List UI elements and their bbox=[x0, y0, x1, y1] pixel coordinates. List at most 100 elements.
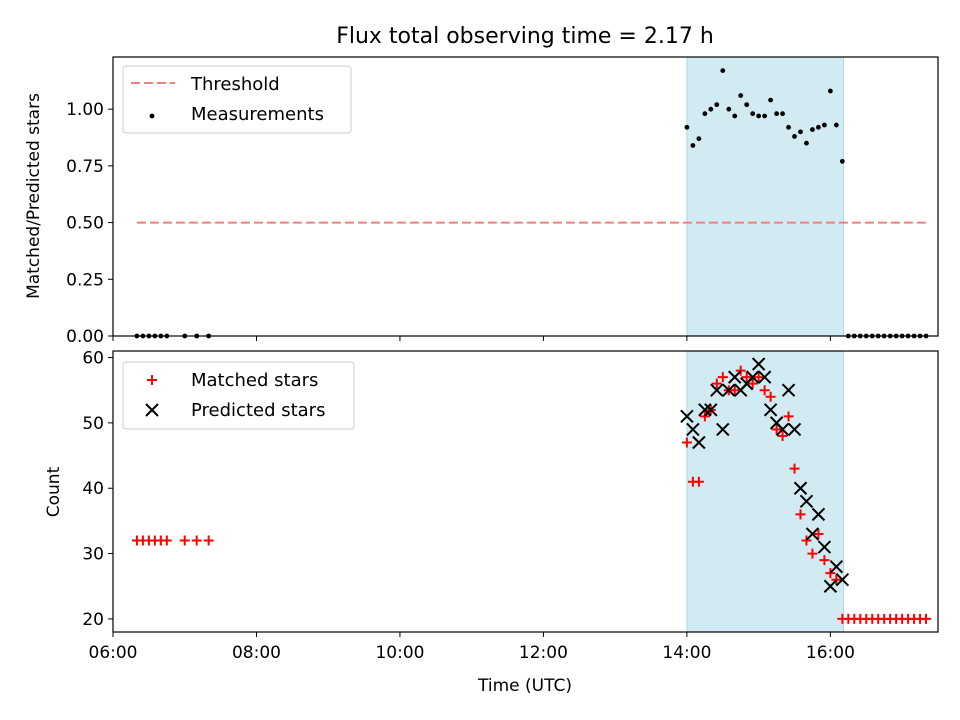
matched-star-marker bbox=[717, 372, 728, 383]
matched-star-marker bbox=[741, 372, 752, 383]
legend-matched-label: Matched stars bbox=[191, 370, 318, 391]
matched-star-marker bbox=[831, 574, 842, 585]
top-plot-frame bbox=[112, 56, 939, 337]
bottom-x-ticks: 06:00 08:00 10:00 12:00 14:00 16:00 bbox=[89, 632, 855, 663]
measurement-point bbox=[702, 111, 708, 117]
measurement-point bbox=[827, 88, 833, 94]
predicted-star-marker bbox=[793, 481, 808, 495]
bottom-x-tick-label: 08:00 bbox=[232, 643, 281, 663]
measurement-point bbox=[822, 122, 827, 128]
bottom-y-tick-label: 20 bbox=[82, 610, 104, 630]
bottom-legend: Matched stars Predicted stars bbox=[122, 361, 355, 430]
bottom-x-tick-label: 12:00 bbox=[519, 643, 568, 663]
predicted-star-marker bbox=[805, 527, 820, 541]
bottom-x-axis-label: Time (UTC) bbox=[477, 676, 572, 696]
predicted-star-marker bbox=[817, 540, 832, 554]
measurement-point bbox=[690, 143, 696, 148]
bottom-y-tick-label: 40 bbox=[82, 479, 104, 499]
measurement-point bbox=[833, 122, 839, 128]
matched-star-marker bbox=[777, 430, 788, 441]
matched-star-marker bbox=[191, 535, 202, 546]
predicted-star-marker bbox=[787, 422, 802, 437]
matched-star-marker bbox=[813, 528, 824, 539]
matched-star-marker bbox=[759, 385, 770, 396]
measurement-point bbox=[810, 127, 815, 132]
matched-star-marker bbox=[161, 535, 172, 546]
legend-predicted-swatch bbox=[145, 403, 159, 417]
predicted-star-marker bbox=[686, 422, 700, 437]
predicted-star-marker bbox=[757, 370, 772, 384]
matched-star-marker bbox=[711, 378, 722, 389]
top-legend: Threshold Measurements bbox=[122, 65, 352, 134]
matched-star-marker bbox=[789, 463, 800, 474]
top-y-tick-label: 1.00 bbox=[66, 100, 104, 120]
predicted-star-marker bbox=[835, 573, 850, 587]
top-y-tick-label: 0.75 bbox=[66, 157, 104, 177]
measurement-point bbox=[738, 93, 744, 98]
legend-measurements-label: Measurements bbox=[191, 104, 324, 125]
measurement-point bbox=[798, 129, 803, 135]
matched-star-marker bbox=[765, 391, 776, 402]
matched-star-marker bbox=[179, 535, 190, 546]
bottom-plot-frame bbox=[112, 350, 939, 633]
predicted-star-marker bbox=[763, 403, 778, 417]
bottom-y-tick-label: 50 bbox=[82, 414, 104, 434]
predicted-star-marker bbox=[751, 357, 766, 371]
matched-star-marker bbox=[819, 555, 830, 566]
matched-star-marker bbox=[681, 437, 692, 448]
top-legend-frame bbox=[122, 65, 352, 134]
legend-matched-swatch bbox=[147, 375, 157, 385]
predicted-star-marker bbox=[775, 422, 790, 437]
legend-measurements-swatch bbox=[149, 113, 155, 119]
bottom-series-layer bbox=[131, 357, 932, 624]
bottom-y-tick-label: 30 bbox=[82, 545, 104, 565]
measurement-point bbox=[839, 158, 845, 164]
matched-star-marker bbox=[771, 424, 782, 435]
bottom-y-tick-label: 60 bbox=[82, 349, 104, 369]
bottom-y-ticks: 20 30 40 50 60 bbox=[82, 349, 113, 630]
bottom-x-tick-label: 14:00 bbox=[662, 643, 711, 663]
measurement-point bbox=[768, 97, 774, 103]
measurement-point bbox=[762, 113, 768, 119]
top-y-tick-label: 0.25 bbox=[66, 270, 104, 290]
predicted-star-marker bbox=[799, 494, 814, 509]
matched-star-marker bbox=[825, 568, 836, 579]
matched-star-marker bbox=[753, 372, 764, 383]
matched-star-marker bbox=[807, 548, 818, 559]
measurement-point bbox=[804, 140, 809, 146]
matched-star-marker bbox=[747, 378, 758, 389]
top-x-ticks bbox=[112, 336, 831, 341]
measurement-point bbox=[744, 102, 750, 108]
bottom-x-tick-label: 10:00 bbox=[375, 643, 424, 663]
matched-star-marker bbox=[203, 535, 214, 546]
predicted-star-marker bbox=[716, 422, 730, 437]
top-y-ticks: 0.00 0.25 0.50 0.75 1.00 bbox=[66, 100, 113, 347]
bottom-legend-frame bbox=[122, 361, 355, 430]
measurement-point bbox=[708, 106, 714, 112]
matched-star-marker bbox=[735, 365, 746, 376]
predicted-star-marker bbox=[698, 403, 712, 417]
predicted-star-marker bbox=[811, 507, 826, 522]
top-y-axis-label: Matched/Predicted stars bbox=[24, 93, 44, 299]
measurement-point bbox=[756, 113, 762, 119]
top-shaded-region bbox=[686, 56, 845, 337]
top-y-tick-label: 0.50 bbox=[66, 214, 104, 234]
predicted-star-marker bbox=[823, 579, 838, 593]
predicted-star-marker bbox=[692, 435, 706, 450]
top-shade-layer bbox=[686, 56, 845, 337]
measurement-point bbox=[726, 106, 732, 112]
measurement-point bbox=[786, 124, 791, 130]
bottom-x-tick-label: 16:00 bbox=[806, 643, 855, 663]
predicted-star-marker bbox=[704, 403, 718, 417]
top-y-tick-label: 0.00 bbox=[66, 327, 104, 347]
matched-star-marker bbox=[729, 385, 740, 396]
matched-star-marker bbox=[783, 411, 794, 422]
predicted-star-marker bbox=[680, 409, 694, 424]
predicted-star-marker bbox=[722, 383, 736, 397]
measurement-point bbox=[732, 113, 738, 119]
top-panel: 0.00 0.25 0.50 0.75 1.00 Matched/Predicted s… bbox=[24, 56, 939, 347]
bottom-panel: 06:00 08:00 10:00 12:00 14:00 16:00 20 30 40 50 6… bbox=[44, 349, 939, 696]
measurement-point bbox=[792, 133, 797, 139]
matched-star-marker bbox=[921, 613, 932, 624]
